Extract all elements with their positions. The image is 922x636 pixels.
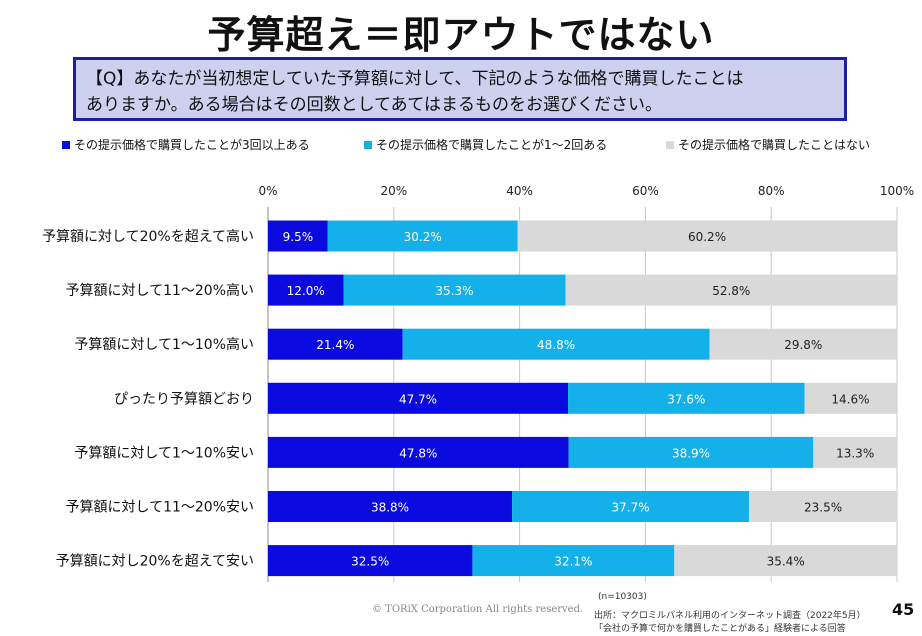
bar-segment <box>268 328 403 360</box>
data-label: 35.3% <box>435 284 473 298</box>
legend-swatch-3plus <box>62 140 70 149</box>
bar-segment <box>402 328 710 360</box>
legend-item-3plus: その提示価格で購買したことが3回以上ある <box>62 136 310 153</box>
bar-segment <box>565 274 897 306</box>
data-label: 38.8% <box>371 501 409 515</box>
legend-item-1to2: その提示価格で購買したことが1～2回ある <box>364 136 607 153</box>
legend-label-1to2: その提示価格で購買したことが1～2回ある <box>376 138 608 152</box>
data-label: 37.6% <box>667 392 705 406</box>
data-label: 12.0% <box>287 284 325 298</box>
chart-legend: その提示価格で購買したことが3回以上ある その提示価格で購買したことが1～2回あ… <box>0 136 922 152</box>
bar-segment <box>327 220 518 252</box>
source-note-line-1: 出所：マクロミルパネル利用のインターネット調査（2022年5月） <box>594 611 866 621</box>
bar-segment <box>268 436 569 468</box>
data-label: 38.9% <box>672 446 710 460</box>
bar-segment <box>749 491 897 522</box>
data-label: 32.5% <box>351 555 389 569</box>
bar-segment <box>268 274 344 306</box>
data-label: 32.1% <box>554 555 592 569</box>
x-tick-label: 60% <box>632 184 659 198</box>
category-label: 予算額に対して11～20%高い <box>65 282 254 299</box>
bar-segment <box>568 382 805 414</box>
data-label: 23.5% <box>804 501 842 515</box>
copyright-notice: © TORiX Corporation All rights reserved. <box>372 604 584 615</box>
bar-segment <box>343 274 566 306</box>
bar-segment <box>268 220 328 252</box>
bar-segment <box>512 491 750 522</box>
x-tick-label: 80% <box>758 184 785 198</box>
category-label: 予算額に対して1～10%高い <box>74 336 254 353</box>
data-label: 13.3% <box>836 446 874 460</box>
data-label: 21.4% <box>316 338 354 352</box>
legend-swatch-never <box>666 140 674 149</box>
bar-segment <box>268 545 473 577</box>
legend-label-never: その提示価格で購買したことはない <box>678 138 871 152</box>
data-label: 35.4% <box>767 555 805 569</box>
data-label: 37.7% <box>612 501 650 515</box>
bar-segment <box>268 491 513 522</box>
bar-segment <box>804 382 897 414</box>
legend-swatch-1to2 <box>364 140 372 149</box>
data-label: 47.8% <box>399 446 437 460</box>
data-label: 48.8% <box>537 338 575 352</box>
category-label: ぴったり予算額どおり <box>114 391 254 407</box>
question-box: 【Q】あなたが当初想定していた予算額に対して、下記のような価格で購買したことは … <box>73 57 847 121</box>
legend-item-never: その提示価格で購買したことはない <box>666 136 870 153</box>
stacked-bar-chart: 0% 20% 40% 60% 80% 100% 予算額に対して20%を超えて高い 9.5% 30… <box>42 184 914 582</box>
page-number: 45 <box>892 600 915 619</box>
x-tick-label: 20% <box>380 184 407 198</box>
bar-segment <box>674 545 897 577</box>
bar-segment <box>517 220 897 252</box>
x-tick-label: 100% <box>880 184 914 198</box>
data-label: 29.8% <box>784 338 822 352</box>
category-label: 予算額に対し20%を超えて安い <box>56 554 254 570</box>
x-tick-label: 0% <box>258 184 277 198</box>
x-tick-label: 40% <box>506 184 533 198</box>
category-label: 予算額に対して1～10%安い <box>74 445 254 461</box>
question-line-1: 【Q】あなたが当初想定していた予算額に対して、下記のような価格で購買したことは <box>86 69 744 89</box>
data-label: 30.2% <box>404 230 442 244</box>
data-label: 14.6% <box>831 392 869 406</box>
question-line-2: ありますか。ある場合はその回数としてあてはまるものをお選びください。 <box>86 95 662 115</box>
data-label: 52.8% <box>712 284 750 298</box>
bar-segment <box>568 436 814 468</box>
source-note-line-2: 「会社の予算で何かを購買したことがある」経験者による回答 <box>594 624 846 634</box>
data-label: 60.2% <box>688 230 726 244</box>
bar-segment <box>709 328 897 360</box>
bar-segment <box>268 382 569 414</box>
data-label: 47.7% <box>399 392 437 406</box>
bar-segment <box>813 436 897 468</box>
bar-segment <box>472 545 675 577</box>
sample-size: (n=10303) <box>598 592 647 602</box>
category-label: 予算額に対して20%を超えて高い <box>42 228 254 245</box>
legend-label-3plus: その提示価格で購買したことが3回以上ある <box>74 138 310 152</box>
data-label: 9.5% <box>283 230 314 244</box>
page-title: 予算超え＝即アウトではない <box>207 13 715 57</box>
category-label: 予算額に対して11～20%安い <box>65 500 254 516</box>
